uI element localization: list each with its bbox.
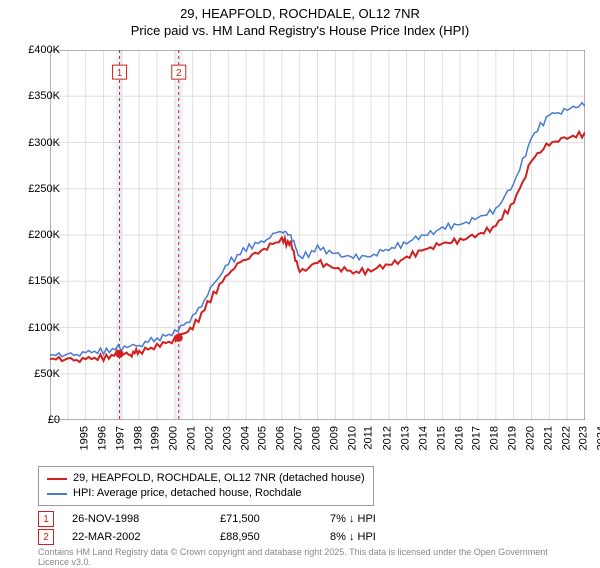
x-tick-label: 2004	[239, 426, 251, 450]
transaction-price: £88,950	[220, 531, 330, 543]
x-tick-label: 2014	[417, 426, 429, 450]
legend-swatch	[47, 493, 67, 495]
legend-item: 29, HEAPFOLD, ROCHDALE, OL12 7NR (detach…	[47, 471, 365, 486]
line-chart: 12	[50, 50, 585, 420]
transaction-pct: 8% ↓ HPI	[330, 531, 376, 543]
marker-badge: 2	[38, 529, 54, 545]
transaction-date: 22-MAR-2002	[72, 531, 220, 543]
legend: 29, HEAPFOLD, ROCHDALE, OL12 7NR (detach…	[38, 466, 374, 506]
x-tick-label: 1996	[96, 426, 108, 450]
x-tick-label: 1999	[150, 426, 162, 450]
x-tick-label: 2001	[185, 426, 197, 450]
x-tick-label: 2024	[596, 426, 600, 450]
x-tick-label: 2013	[399, 426, 411, 450]
x-tick-label: 1998	[132, 426, 144, 450]
x-tick-label: 2017	[471, 426, 483, 450]
y-tick-label: £150K	[28, 275, 60, 287]
table-row: 2 22-MAR-2002 £88,950 8% ↓ HPI	[38, 528, 376, 546]
chart-title: 29, HEAPFOLD, ROCHDALE, OL12 7NR	[0, 6, 600, 21]
y-tick-label: £400K	[28, 44, 60, 56]
x-tick-label: 2008	[310, 426, 322, 450]
x-tick-label: 2000	[168, 426, 180, 450]
x-tick-label: 2018	[489, 426, 501, 450]
y-tick-label: £300K	[28, 137, 60, 149]
x-tick-label: 1995	[78, 426, 90, 450]
x-tick-label: 2003	[221, 426, 233, 450]
x-tick-label: 2012	[382, 426, 394, 450]
x-tick-label: 2011	[363, 426, 375, 450]
x-tick-label: 2015	[435, 426, 447, 450]
x-tick-label: 2002	[203, 426, 215, 450]
legend-label: HPI: Average price, detached house, Roch…	[73, 486, 302, 501]
chart-container: 29, HEAPFOLD, ROCHDALE, OL12 7NR Price p…	[0, 6, 600, 566]
x-tick-label: 2010	[346, 426, 358, 450]
legend-item: HPI: Average price, detached house, Roch…	[47, 486, 365, 501]
y-tick-label: £0	[48, 414, 60, 426]
chart-subtitle: Price paid vs. HM Land Registry's House …	[0, 23, 600, 38]
y-tick-label: £50K	[34, 368, 60, 380]
y-tick-label: £350K	[28, 90, 60, 102]
legend-label: 29, HEAPFOLD, ROCHDALE, OL12 7NR (detach…	[73, 471, 365, 486]
attribution-text: Contains HM Land Registry data © Crown c…	[38, 548, 578, 568]
x-tick-label: 2005	[257, 426, 269, 450]
x-tick-label: 2022	[560, 426, 572, 450]
x-tick-label: 1997	[114, 426, 126, 450]
marker-badge: 1	[38, 511, 54, 527]
x-tick-label: 2007	[292, 426, 304, 450]
transaction-pct: 7% ↓ HPI	[330, 513, 376, 525]
y-tick-label: £200K	[28, 229, 60, 241]
x-tick-label: 2023	[578, 426, 590, 450]
transaction-price: £71,500	[220, 513, 330, 525]
chart-area: 12	[50, 50, 585, 420]
svg-text:1: 1	[117, 68, 123, 79]
x-tick-label: 2006	[275, 426, 287, 450]
x-tick-label: 2020	[524, 426, 536, 450]
y-tick-label: £250K	[28, 183, 60, 195]
x-tick-label: 2019	[506, 426, 518, 450]
svg-text:2: 2	[176, 68, 182, 79]
y-tick-label: £100K	[28, 322, 60, 334]
transactions-table: 1 26-NOV-1998 £71,500 7% ↓ HPI 2 22-MAR-…	[38, 510, 376, 546]
x-tick-label: 2016	[453, 426, 465, 450]
x-tick-label: 2009	[328, 426, 340, 450]
x-tick-label: 2021	[542, 426, 554, 450]
transaction-date: 26-NOV-1998	[72, 513, 220, 525]
legend-swatch	[47, 478, 67, 480]
table-row: 1 26-NOV-1998 £71,500 7% ↓ HPI	[38, 510, 376, 528]
